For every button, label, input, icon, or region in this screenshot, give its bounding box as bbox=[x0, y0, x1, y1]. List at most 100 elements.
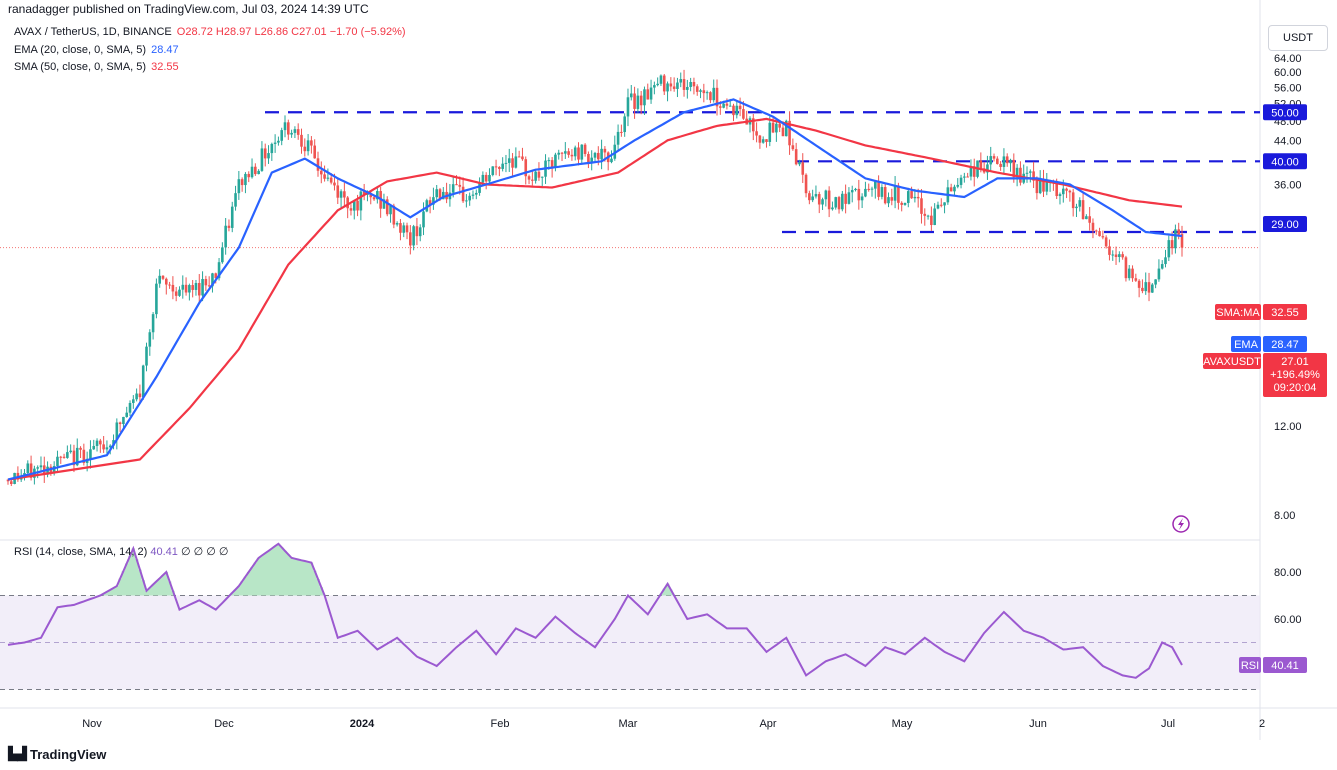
candle[interactable] bbox=[494, 159, 498, 176]
candle[interactable] bbox=[188, 283, 191, 301]
candle[interactable] bbox=[178, 286, 181, 297]
candle[interactable] bbox=[151, 312, 155, 340]
candle[interactable] bbox=[234, 185, 237, 211]
candle[interactable] bbox=[230, 201, 234, 233]
candle[interactable] bbox=[501, 157, 504, 172]
candle[interactable] bbox=[920, 189, 923, 224]
candle[interactable] bbox=[89, 440, 92, 469]
candle[interactable] bbox=[860, 193, 864, 209]
candle[interactable] bbox=[471, 190, 475, 200]
candle[interactable] bbox=[587, 151, 590, 169]
candle[interactable] bbox=[1019, 161, 1022, 186]
candle[interactable] bbox=[709, 91, 712, 104]
candle[interactable] bbox=[1058, 192, 1062, 205]
candle[interactable] bbox=[145, 342, 148, 372]
candle[interactable] bbox=[986, 155, 989, 180]
candle[interactable] bbox=[676, 77, 679, 98]
candle[interactable] bbox=[874, 180, 877, 199]
candle[interactable] bbox=[425, 198, 429, 213]
candle[interactable] bbox=[956, 178, 960, 189]
candle[interactable] bbox=[319, 161, 323, 184]
candle[interactable] bbox=[244, 172, 247, 194]
candle[interactable] bbox=[343, 182, 346, 208]
candle[interactable] bbox=[161, 275, 165, 281]
candle[interactable] bbox=[194, 279, 198, 296]
candle[interactable] bbox=[662, 73, 666, 96]
candle[interactable] bbox=[653, 81, 656, 95]
candle[interactable] bbox=[534, 170, 537, 184]
candle[interactable] bbox=[287, 119, 290, 140]
candle[interactable] bbox=[906, 187, 910, 208]
candle[interactable] bbox=[969, 159, 973, 181]
candle[interactable] bbox=[537, 162, 541, 181]
candle[interactable] bbox=[1111, 250, 1115, 261]
candle[interactable] bbox=[831, 201, 834, 211]
candle[interactable] bbox=[1009, 158, 1012, 172]
candle[interactable] bbox=[791, 138, 795, 151]
candle[interactable] bbox=[751, 113, 755, 141]
candle[interactable] bbox=[564, 142, 567, 159]
candle[interactable] bbox=[362, 183, 366, 201]
candle[interactable] bbox=[257, 169, 260, 175]
candle[interactable] bbox=[263, 143, 267, 167]
candle[interactable] bbox=[1045, 172, 1049, 196]
candle[interactable] bbox=[738, 97, 742, 117]
candle[interactable] bbox=[1118, 251, 1121, 263]
candle[interactable] bbox=[732, 103, 735, 122]
candle[interactable] bbox=[966, 172, 969, 178]
ema-label[interactable]: EMA (20, close, 0, SMA, 5) bbox=[14, 44, 147, 56]
candle[interactable] bbox=[260, 141, 264, 172]
candle[interactable] bbox=[465, 194, 468, 208]
candle[interactable] bbox=[1157, 259, 1161, 282]
rsi-label[interactable]: RSI (14, close, SMA, 14, 2) bbox=[14, 546, 148, 558]
candle[interactable] bbox=[560, 151, 564, 162]
candle[interactable] bbox=[841, 190, 844, 212]
candle[interactable] bbox=[775, 120, 778, 142]
candle[interactable] bbox=[1144, 272, 1148, 295]
candle[interactable] bbox=[857, 179, 861, 210]
candle[interactable] bbox=[1160, 260, 1164, 270]
candle[interactable] bbox=[804, 173, 808, 198]
candle[interactable] bbox=[418, 224, 422, 242]
candle[interactable] bbox=[115, 418, 119, 450]
candle[interactable] bbox=[132, 395, 135, 409]
candle[interactable] bbox=[633, 86, 636, 119]
candle[interactable] bbox=[949, 183, 953, 192]
candle[interactable] bbox=[811, 189, 814, 203]
candle[interactable] bbox=[877, 175, 880, 201]
candle[interactable] bbox=[171, 276, 175, 300]
candle[interactable] bbox=[923, 208, 927, 226]
candle[interactable] bbox=[240, 177, 244, 192]
candle[interactable] bbox=[636, 88, 640, 113]
candle[interactable] bbox=[794, 142, 798, 166]
candle[interactable] bbox=[39, 456, 43, 473]
candle[interactable] bbox=[864, 181, 867, 198]
candle[interactable] bbox=[1029, 169, 1032, 183]
candle[interactable] bbox=[1005, 153, 1009, 167]
candle[interactable] bbox=[237, 170, 241, 200]
candle[interactable] bbox=[62, 453, 66, 459]
candle[interactable] bbox=[158, 269, 161, 288]
candle[interactable] bbox=[963, 172, 966, 183]
candle[interactable] bbox=[758, 134, 762, 149]
candle[interactable] bbox=[933, 203, 936, 226]
candle[interactable] bbox=[1180, 225, 1184, 257]
candle[interactable] bbox=[92, 439, 96, 450]
candle[interactable] bbox=[303, 138, 307, 157]
candle[interactable] bbox=[504, 154, 508, 173]
candle[interactable] bbox=[590, 150, 594, 171]
candle[interactable] bbox=[79, 446, 82, 459]
candle[interactable] bbox=[600, 139, 603, 170]
candle[interactable] bbox=[765, 139, 768, 148]
candle[interactable] bbox=[1002, 148, 1006, 174]
candle[interactable] bbox=[204, 275, 208, 291]
candle[interactable] bbox=[511, 153, 514, 177]
candle[interactable] bbox=[695, 84, 699, 96]
candle[interactable] bbox=[1104, 235, 1108, 249]
candle[interactable] bbox=[105, 440, 109, 455]
candle[interactable] bbox=[385, 196, 389, 217]
candle[interactable] bbox=[296, 123, 300, 140]
candle[interactable] bbox=[293, 126, 297, 139]
candle[interactable] bbox=[468, 192, 471, 206]
